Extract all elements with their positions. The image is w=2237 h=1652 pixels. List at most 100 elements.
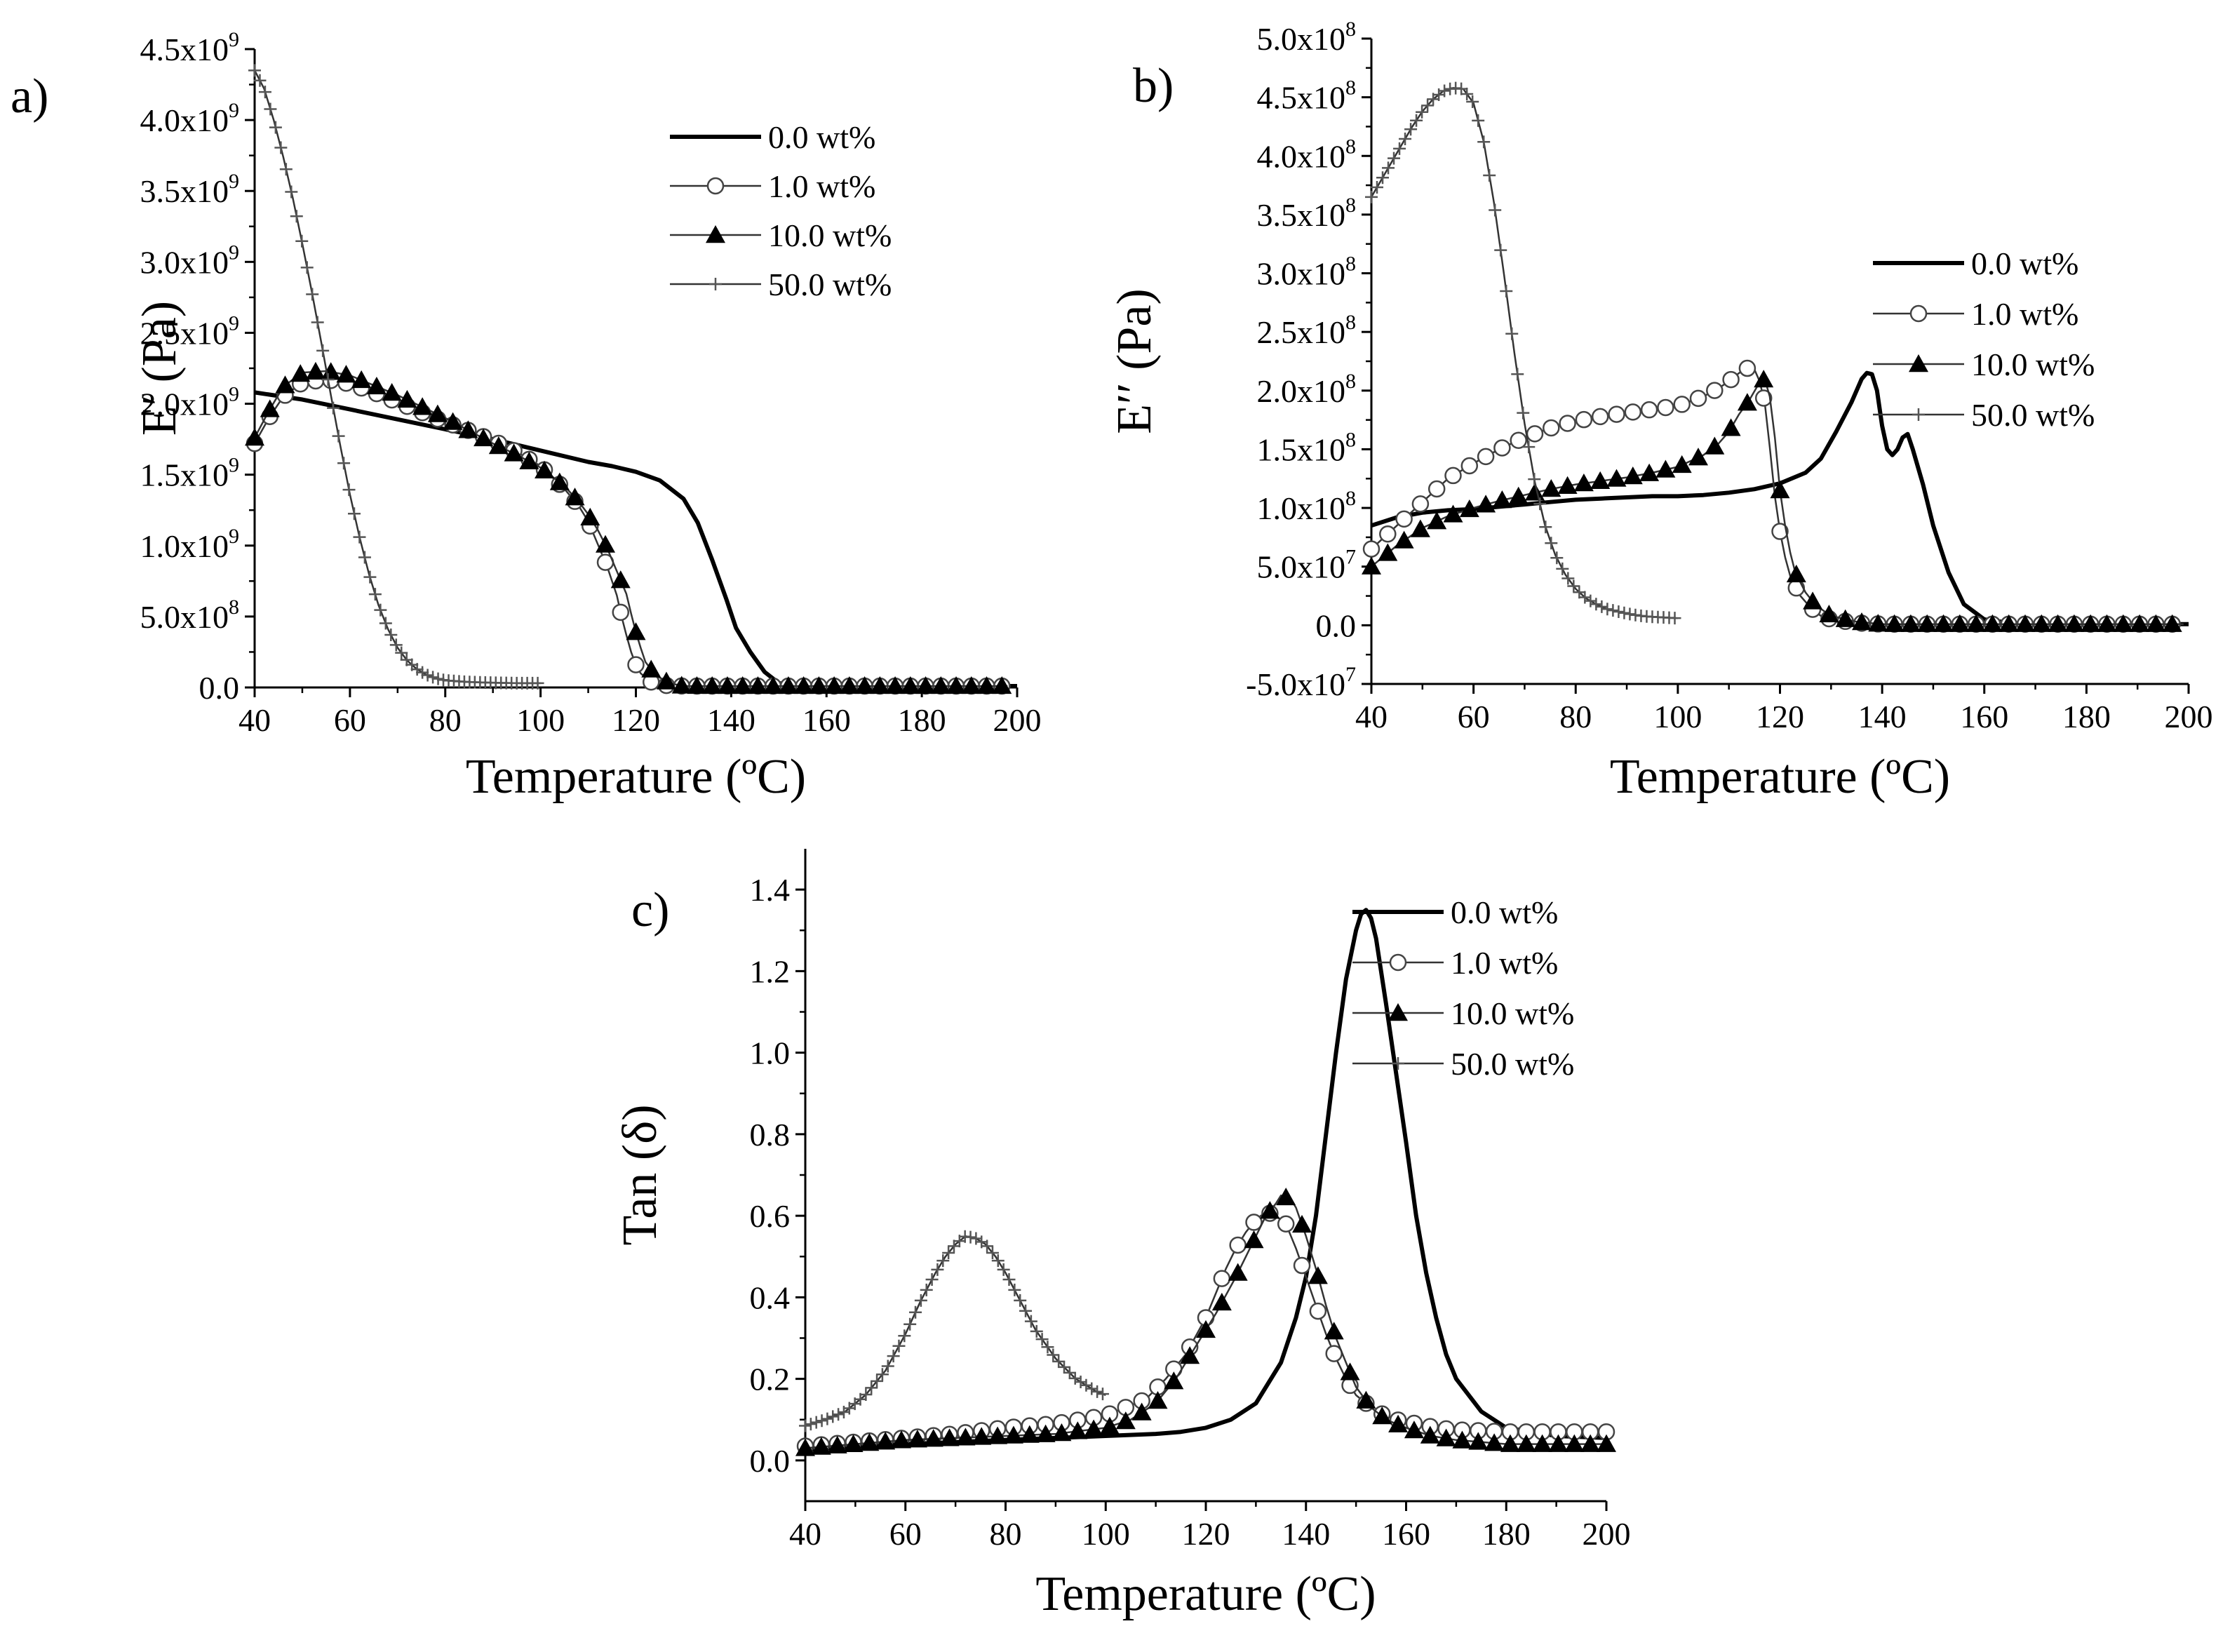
data-point-b-2 (2048, 614, 2068, 632)
data-point-a-2 (824, 676, 845, 694)
data-point-b-3 (1606, 604, 1620, 617)
data-point-a-3 (342, 483, 356, 497)
data-point-a-2 (366, 376, 387, 395)
data-point-c-3 (1096, 1388, 1109, 1401)
series-c-2 (795, 1187, 1616, 1456)
data-point-b-1 (1526, 425, 1544, 443)
y-tick-label-a: 4.0x109 (140, 99, 240, 138)
data-point-a-3 (269, 121, 282, 134)
data-point-b-2 (1819, 604, 1839, 623)
legend-entry-a-1: 1.0 wt% (670, 168, 875, 204)
y-tick-label-a-mantissa: 3.0x10 (140, 244, 229, 280)
x-axis-title-c: Temperature (ºC) (1035, 1567, 1376, 1621)
data-point-c-1 (1309, 1302, 1327, 1320)
data-point-b-3 (1494, 243, 1507, 257)
data-point-a-3 (258, 86, 271, 99)
data-point-b-3 (1584, 594, 1597, 607)
legend-label-c-3: 50.0 wt% (1451, 1046, 1574, 1082)
data-point-a-2 (443, 412, 463, 430)
data-point-c-3 (881, 1359, 894, 1373)
x-tick-label-c: 100 (1082, 1516, 1130, 1552)
data-point-b-1 (1477, 448, 1495, 466)
data-point-a-2 (809, 676, 829, 694)
data-point-a-2 (596, 535, 616, 553)
data-point-b-3 (1517, 406, 1530, 419)
data-point-c-3 (1047, 1348, 1060, 1362)
data-point-c-2 (1099, 1416, 1120, 1435)
data-point-a-2 (885, 676, 906, 694)
data-point-b-1 (1460, 457, 1479, 475)
legend-entry-c-1: 1.0 wt% (1352, 945, 1558, 981)
y-tick-label-a-exponent: 8 (229, 596, 239, 619)
y-tick-label-b-exponent: 8 (1345, 311, 1356, 334)
panel-label-c: c) (631, 883, 669, 937)
data-point-c-3 (1035, 1333, 1049, 1346)
y-tick-label-a-mantissa: 2.0x10 (140, 387, 229, 422)
y-tick-label-b: 1.0x108 (1257, 487, 1357, 526)
data-point-c-2 (907, 1430, 927, 1448)
legend-marker-c-3 (1392, 1057, 1404, 1070)
data-point-a-3 (531, 676, 544, 690)
data-point-b-3 (1466, 95, 1479, 108)
data-point-c-2 (1131, 1402, 1152, 1421)
data-point-c-2 (1211, 1292, 1232, 1311)
y-tick-label-b-exponent: 8 (1345, 428, 1356, 451)
x-tick-label-c: 120 (1182, 1516, 1230, 1552)
data-point-a-2 (687, 676, 707, 694)
data-point-c-3 (887, 1350, 900, 1363)
y-tick-label-a-exponent: 9 (229, 170, 239, 193)
data-point-a-1 (627, 656, 645, 673)
y-tick-label-c: 1.4 (750, 872, 791, 908)
legend-marker-b-2 (1909, 354, 1928, 372)
data-point-a-2 (458, 420, 478, 438)
data-point-b-1 (1754, 389, 1773, 407)
data-point-b-3 (1550, 551, 1564, 565)
x-tick-label-a: 80 (429, 702, 462, 738)
data-point-a-3 (300, 261, 314, 274)
data-point-b-2 (1476, 495, 1496, 513)
data-point-c-2 (1148, 1391, 1168, 1409)
y-tick-label-b: 4.5x108 (1257, 76, 1357, 116)
data-point-b-2 (1590, 471, 1611, 490)
data-point-b-3 (1528, 473, 1541, 486)
y-tick-label-a: 1.0x109 (140, 525, 240, 564)
data-point-b-3 (1455, 82, 1468, 95)
x-tick-label-b: 80 (1559, 699, 1592, 734)
data-point-c-2 (1244, 1230, 1264, 1249)
data-point-b-2 (1933, 614, 1954, 632)
data-point-c-2 (827, 1435, 847, 1453)
data-point-a-2 (535, 460, 555, 478)
y-tick-label-b: -5.0x107 (1246, 663, 1356, 702)
data-point-b-2 (1427, 511, 1447, 530)
data-point-a-3 (410, 663, 424, 676)
data-point-b-3 (1376, 171, 1390, 184)
data-point-c-3 (1063, 1366, 1076, 1379)
data-point-a-2 (671, 676, 692, 694)
legend-label-c-0: 0.0 wt% (1451, 894, 1558, 930)
data-point-b-2 (1492, 490, 1512, 509)
legend-label-b-0: 0.0 wt% (1971, 246, 2078, 281)
data-point-a-2 (732, 676, 753, 694)
y-tick-label-a-exponent: 9 (229, 311, 239, 335)
legend-entry-a-3: 50.0 wt% (670, 267, 892, 302)
legend-marker-a-1 (706, 177, 725, 195)
y-tick-label-a: 3.5x109 (140, 170, 240, 209)
legend-marker-a-3 (709, 278, 722, 290)
y-axis-title-b: E′′ (Pa) (1108, 288, 1162, 434)
x-tick-label-a: 40 (239, 702, 271, 738)
y-tick-label-a: 5.0x108 (140, 596, 240, 635)
data-point-b-2 (1835, 609, 1855, 627)
data-point-a-2 (321, 362, 341, 380)
y-tick-label-b-mantissa: 1.0x10 (1257, 490, 1346, 526)
data-point-b-2 (2162, 614, 2182, 632)
data-point-b-2 (1803, 591, 1823, 610)
data-point-b-3 (1371, 181, 1384, 194)
data-point-b-2 (1737, 393, 1757, 411)
data-point-c-2 (1228, 1263, 1248, 1281)
data-point-c-3 (997, 1263, 1010, 1276)
data-point-a-2 (793, 676, 814, 694)
data-point-c-3 (942, 1247, 955, 1260)
data-point-b-2 (1786, 564, 1806, 583)
data-point-c-2 (1260, 1201, 1280, 1219)
data-point-b-2 (1705, 436, 1725, 455)
